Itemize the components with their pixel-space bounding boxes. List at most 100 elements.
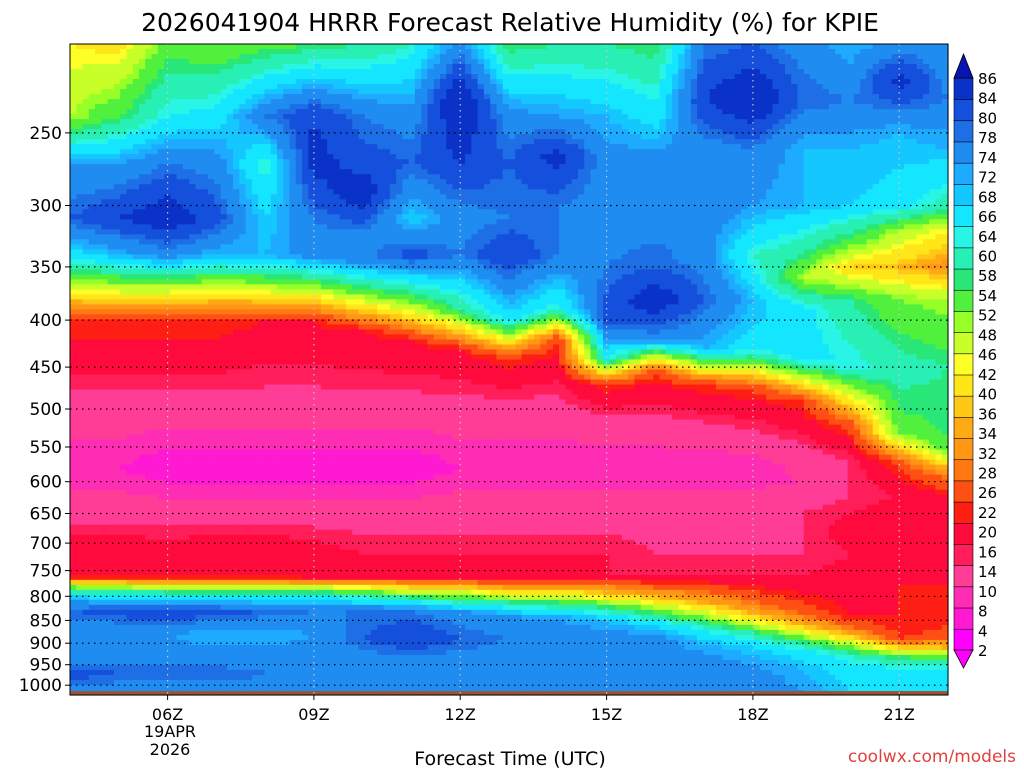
heatmap-cell: [76, 569, 84, 576]
heatmap-cell: [120, 399, 128, 406]
heatmap-cell: [289, 194, 297, 200]
heatmap-cell: [220, 204, 228, 210]
heatmap-cell: [132, 154, 140, 160]
heatmap-cell: [170, 349, 178, 356]
heatmap-cell: [113, 214, 121, 220]
heatmap-cell: [302, 494, 309, 501]
heatmap-cell: [101, 129, 109, 135]
heatmap-cell: [88, 679, 96, 686]
heatmap-cell: [258, 64, 266, 70]
heatmap-cell: [164, 404, 171, 411]
heatmap-cell: [295, 664, 303, 671]
heatmap-cell: [157, 104, 165, 110]
heatmap-cell: [201, 609, 209, 616]
heatmap-cell: [176, 119, 184, 125]
heatmap-cell: [170, 289, 178, 295]
heatmap-cell: [214, 134, 222, 140]
heatmap-cell: [70, 624, 77, 631]
heatmap-cell: [82, 559, 90, 566]
heatmap-cell: [295, 584, 303, 591]
heatmap-cell: [189, 289, 197, 295]
heatmap-cell: [182, 669, 190, 676]
heatmap-cell: [276, 499, 284, 506]
heatmap-cell: [189, 354, 197, 361]
heatmap-cell: [145, 654, 153, 661]
heatmap-cell: [245, 514, 253, 521]
heatmap-cell: [207, 424, 215, 431]
heatmap-cell: [170, 249, 178, 255]
heatmap-cell: [207, 399, 215, 406]
heatmap-cell: [126, 154, 134, 160]
heatmap-cell: [283, 109, 291, 115]
heatmap-cell: [214, 314, 222, 321]
heatmap-cell: [107, 159, 115, 165]
heatmap-cell: [113, 654, 121, 661]
heatmap-cell: [157, 304, 165, 311]
heatmap-cell: [176, 159, 184, 165]
heatmap-cell: [88, 109, 96, 115]
heatmap-cell: [189, 44, 197, 50]
heatmap-cell: [76, 139, 84, 145]
heatmap-cell: [251, 624, 259, 631]
heatmap-cell: [195, 169, 203, 175]
heatmap-cell: [195, 684, 203, 691]
heatmap-cell: [88, 254, 96, 260]
heatmap-cell: [264, 339, 272, 346]
heatmap-cell: [157, 214, 165, 220]
heatmap-cell: [289, 494, 297, 501]
heatmap-cell: [289, 334, 297, 341]
heatmap-cell: [214, 169, 222, 175]
heatmap-cell: [176, 674, 184, 681]
heatmap-cell: [132, 144, 140, 150]
heatmap-cell: [76, 179, 84, 185]
heatmap-cell: [239, 559, 247, 566]
heatmap-cell: [182, 359, 190, 366]
heatmap-cell: [151, 509, 159, 516]
heatmap-cell: [88, 664, 96, 671]
heatmap-cell: [132, 479, 140, 486]
heatmap-cell: [88, 49, 96, 55]
heatmap-cell: [145, 684, 153, 691]
heatmap-cell: [113, 104, 121, 110]
heatmap-cell: [120, 599, 128, 606]
heatmap-cell: [264, 374, 272, 381]
heatmap-cell: [214, 104, 222, 110]
heatmap-cell: [70, 599, 77, 606]
heatmap-cell: [82, 659, 90, 666]
heatmap-cell: [70, 289, 77, 295]
heatmap-cell: [239, 74, 247, 80]
heatmap-cell: [195, 259, 203, 265]
heatmap-cell: [258, 164, 266, 170]
heatmap-cell: [258, 389, 266, 396]
heatmap-cell: [226, 369, 234, 376]
heatmap-cell: [176, 589, 184, 596]
heatmap-cell: [207, 64, 215, 70]
heatmap-cell: [126, 444, 134, 451]
heatmap-cell: [245, 134, 253, 140]
heatmap-cell: [189, 254, 197, 260]
heatmap-cell: [120, 669, 128, 676]
heatmap-cell: [258, 409, 266, 416]
heatmap-cell: [88, 579, 96, 586]
heatmap-cell: [107, 584, 115, 591]
heatmap-cell: [151, 64, 159, 70]
heatmap-cell: [120, 584, 128, 591]
heatmap-cell: [233, 139, 240, 145]
heatmap-cell: [214, 409, 222, 416]
heatmap-cell: [245, 234, 253, 240]
heatmap-cell: [95, 594, 102, 601]
heatmap-cell: [276, 369, 284, 376]
heatmap-cell: [76, 529, 84, 536]
heatmap-cell: [220, 579, 228, 586]
heatmap-cell: [120, 564, 128, 571]
heatmap-cell: [283, 564, 291, 571]
heatmap-cell: [145, 514, 153, 521]
heatmap-cell: [101, 189, 109, 195]
heatmap-cell: [120, 254, 128, 260]
heatmap-cell: [82, 529, 90, 536]
heatmap-cell: [95, 194, 102, 200]
heatmap-cell: [289, 564, 297, 571]
heatmap-cell: [107, 349, 115, 356]
heatmap-cell: [132, 314, 140, 321]
heatmap-cell: [308, 94, 316, 100]
